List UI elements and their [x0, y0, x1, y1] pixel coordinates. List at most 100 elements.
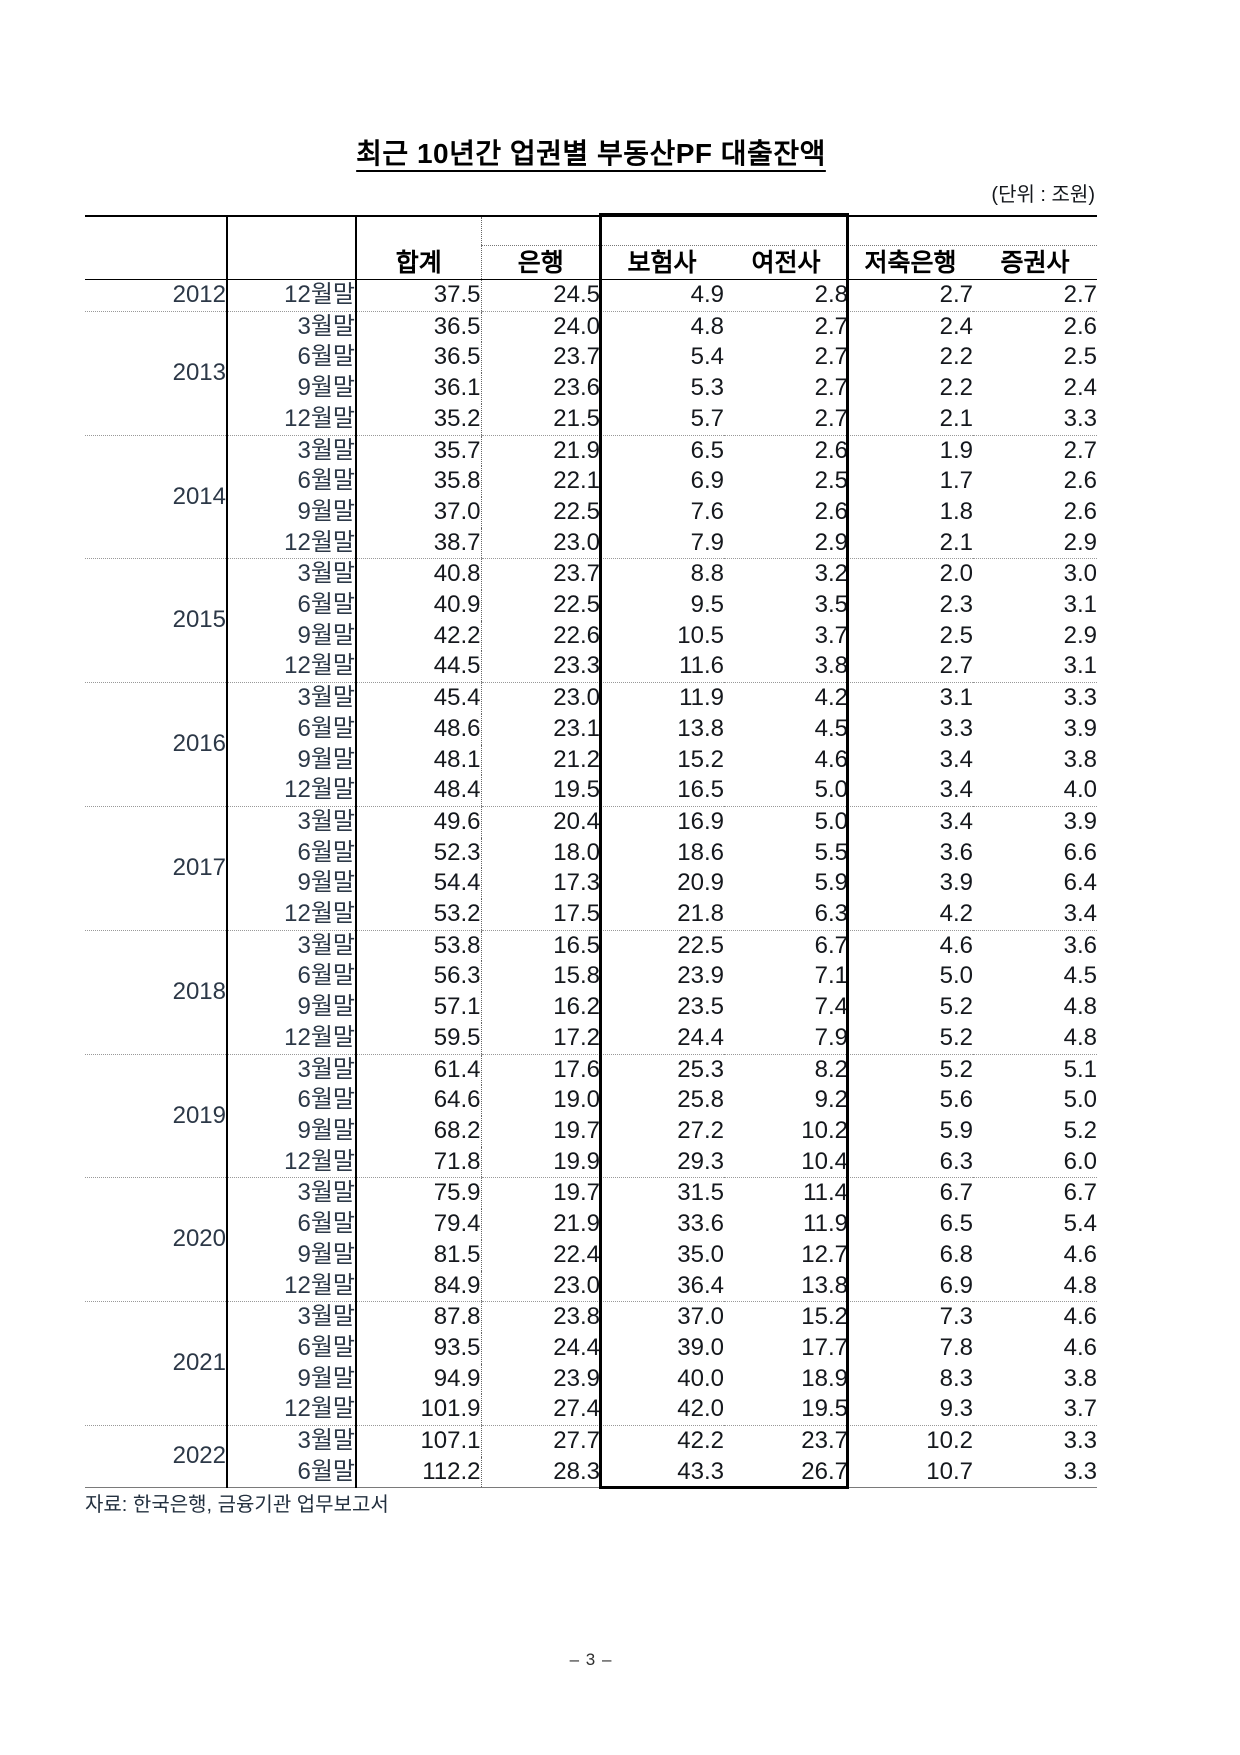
- table-row: 2013 3월말 36.5 24.0 4.8 2.7 2.4 2.6: [85, 311, 1097, 436]
- table-row: 9월말 57.1 16.2 23.5 7.4 5.2 4.8: [85, 992, 1097, 1023]
- value-cell-insurer: 24.4: [600, 1022, 724, 1055]
- value-cell-savings-bank: 10.2: [926, 1427, 973, 1455]
- value-cell-bank: 24.5: [480, 279, 600, 312]
- table-row: 6월말 48.6 23.1 13.8 4.5 3.3 3.9: [85, 713, 1097, 745]
- value-cell-insurer: 20.9: [677, 869, 724, 897]
- value-cell-bank: 21.5: [480, 403, 600, 436]
- month-cell: 9월말: [226, 1239, 356, 1271]
- table-row: 6월말 64.6 19.0 25.8 9.2 5.6 5.0: [85, 1085, 1097, 1116]
- value-cell-savings-bank: 1.9: [939, 436, 973, 464]
- value-cell-bank: 19.7: [480, 1177, 600, 1210]
- value-cell-securities: 3.3: [1063, 1427, 1097, 1455]
- year-cell: 2017: [85, 806, 227, 931]
- value-cell-credit-finance: 4.6: [814, 745, 848, 773]
- month-cell: 9월말: [226, 620, 356, 652]
- source-note: 자료: 한국은행, 금융기관 업무보고서: [85, 1494, 389, 1517]
- value-cell-total: 35.8: [355, 466, 481, 497]
- table-row: 9월말 48.1 21.2 15.2 4.6 3.4 3.8: [85, 744, 1097, 776]
- value-cell-bank: 23.3: [480, 651, 600, 684]
- value-cell-savings-bank: 7.3: [939, 1303, 973, 1331]
- value-cell-securities: 5.4: [1063, 1210, 1097, 1238]
- value-cell-credit-finance: 26.7: [801, 1457, 848, 1485]
- month-cell: 12월말: [226, 651, 356, 684]
- value-cell-securities: 4.5: [1063, 962, 1097, 990]
- value-cell-insurer: 43.3: [677, 1457, 724, 1485]
- value-cell-securities: 5.2: [1063, 1116, 1097, 1144]
- value-cell-bank: 16.2: [480, 992, 600, 1023]
- value-cell-securities: 3.3: [1063, 1457, 1097, 1485]
- value-cell-credit-finance: 8.2: [814, 1055, 848, 1083]
- table-row: 12월말 38.7 23.0 7.9 2.9 2.1 2.9: [85, 527, 1097, 560]
- value-cell-savings-bank: 5.2: [939, 1055, 973, 1083]
- month-cell: 12월말: [226, 1022, 356, 1055]
- value-cell-bank: 23.1: [480, 713, 600, 745]
- value-cell-savings-bank: 2.1: [848, 527, 973, 560]
- table-row: 12월말 53.2 17.5 21.8 6.3 4.2 3.4: [85, 899, 1097, 931]
- table-row: 6월말 79.4 21.9 33.6 11.9 6.5 5.4: [85, 1209, 1097, 1240]
- value-cell-insurer: 23.5: [677, 993, 724, 1021]
- value-cell-securities: 2.6: [1063, 312, 1097, 340]
- month-cell: 9월말: [226, 992, 356, 1023]
- value-cell-savings-bank: 5.2: [848, 1022, 973, 1055]
- month-cell: 6월말: [226, 342, 356, 374]
- value-cell-insurer: 5.4: [690, 343, 724, 371]
- value-cell-credit-finance: 3.7: [814, 621, 848, 649]
- value-cell-insurer: 21.8: [600, 899, 724, 931]
- value-cell-total: 68.2: [355, 1115, 481, 1147]
- value-cell-credit-finance: 7.9: [724, 1022, 848, 1055]
- value-cell-total: 48.6: [355, 713, 481, 745]
- value-cell-credit-finance: 6.7: [814, 931, 848, 959]
- header-cell-securities: 증권사: [973, 216, 1097, 280]
- value-cell-insurer: 8.8: [690, 560, 724, 588]
- month-cell: 3월말: [226, 558, 356, 591]
- value-cell-total: 35.2: [355, 403, 481, 436]
- month-cell: 3월말: [226, 435, 356, 467]
- table-body: 2012 12월말 37.5 24.5 4.9 2.8 2.7 2.7 2013 3월말 36.5 2…: [85, 279, 1097, 1488]
- value-cell-insurer: 11.6: [600, 651, 724, 684]
- value-cell-credit-finance: 5.0: [724, 775, 848, 807]
- value-cell-bank: 21.2: [480, 744, 600, 776]
- value-cell-bank: 19.9: [480, 1146, 600, 1179]
- value-cell-total: 53.2: [355, 899, 481, 931]
- value-cell-securities: 3.0: [1063, 560, 1097, 588]
- document-sheet: 최근 10년간 업권별 부동산PF 대출잔액 (단위 : 조원) 합계 은행 보험사…: [85, 0, 1097, 1755]
- value-cell-credit-finance: 10.4: [724, 1146, 848, 1179]
- value-cell-insurer: 39.0: [677, 1333, 724, 1361]
- value-cell-insurer: 4.9: [600, 279, 724, 312]
- month-cell: 12월말: [226, 403, 356, 436]
- month-cell: 6월말: [226, 466, 356, 497]
- value-cell-insurer: 7.9: [600, 527, 724, 560]
- month-cell: 12월말: [226, 1146, 356, 1179]
- year-cell: 2020: [85, 1177, 227, 1303]
- value-cell-total: 45.4: [355, 682, 481, 714]
- value-cell-total: 44.5: [355, 651, 481, 684]
- value-cell-total: 53.8: [355, 930, 481, 962]
- table-row: 6월말 36.5 23.7 5.4 2.7 2.2 2.5: [85, 342, 1097, 374]
- value-cell-bank: 20.4: [480, 806, 600, 838]
- month-cell: 12월말: [226, 279, 356, 312]
- table-row: 2012 12월말 37.5 24.5 4.9 2.8 2.7 2.7: [85, 279, 1097, 312]
- header-cell-month: [226, 216, 356, 280]
- value-cell-savings-bank: 2.0: [939, 560, 973, 588]
- header-cell-total: 합계: [355, 216, 481, 280]
- value-cell-credit-finance: 13.8: [724, 1270, 848, 1303]
- value-cell-total: 38.7: [355, 527, 481, 560]
- table-row: 2022 3월말 107.1 27.7 42.2 23.7 10.2 3.3: [85, 1425, 1097, 1469]
- table-row: 12월말 59.5 17.2 24.4 7.9 5.2 4.8: [85, 1022, 1097, 1055]
- table-row: 9월말 42.2 22.6 10.5 3.7 2.5 2.9: [85, 620, 1097, 652]
- value-cell-savings-bank: 2.3: [939, 591, 973, 619]
- value-cell-total: 64.6: [355, 1085, 481, 1116]
- value-cell-credit-finance: 12.7: [801, 1240, 848, 1268]
- value-cell-savings-bank: 2.4: [939, 312, 973, 340]
- value-cell-securities: 5.0: [1063, 1086, 1097, 1114]
- value-cell-securities: 4.6: [1063, 1303, 1097, 1331]
- value-cell-securities: 4.8: [1063, 993, 1097, 1021]
- table-row: 2020 3월말 75.9 19.7 31.5 11.4 6.7 6.7: [85, 1177, 1097, 1303]
- value-cell-securities: 5.1: [1063, 1055, 1097, 1083]
- value-cell-savings-bank: 5.9: [939, 1116, 973, 1144]
- value-cell-credit-finance: 15.2: [801, 1303, 848, 1331]
- value-cell-securities: 3.3: [1063, 684, 1097, 712]
- table-row: 2017 3월말 49.6 20.4 16.9 5.0 3.4 3.9: [85, 806, 1097, 931]
- value-cell-total: 36.1: [355, 373, 481, 404]
